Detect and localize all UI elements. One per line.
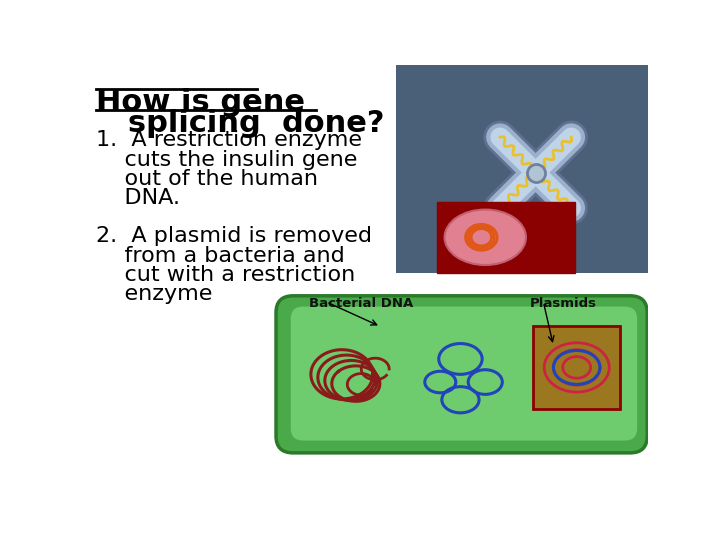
- FancyBboxPatch shape: [291, 307, 637, 441]
- Text: Plasmids: Plasmids: [530, 298, 597, 310]
- Text: from a bacteria and: from a bacteria and: [96, 246, 345, 266]
- Text: cut with a restriction: cut with a restriction: [96, 265, 356, 285]
- Bar: [437, 202, 575, 273]
- Text: Bacterial DNA: Bacterial DNA: [309, 298, 413, 310]
- Text: 1.  A restriction enzyme: 1. A restriction enzyme: [96, 130, 362, 150]
- Ellipse shape: [444, 210, 526, 265]
- Bar: [534, 326, 620, 409]
- Bar: [280, 284, 648, 481]
- Text: 2.  A plasmid is removed: 2. A plasmid is removed: [96, 226, 372, 246]
- Bar: [396, 65, 648, 273]
- FancyBboxPatch shape: [276, 296, 647, 453]
- Text: out of the human: out of the human: [96, 168, 318, 189]
- Text: cuts the insulin gene: cuts the insulin gene: [96, 150, 358, 170]
- Text: enzyme: enzyme: [96, 284, 212, 304]
- Text: splicing  done?: splicing done?: [96, 110, 384, 138]
- Text: How is gene: How is gene: [96, 88, 305, 117]
- Text: DNA.: DNA.: [96, 188, 180, 208]
